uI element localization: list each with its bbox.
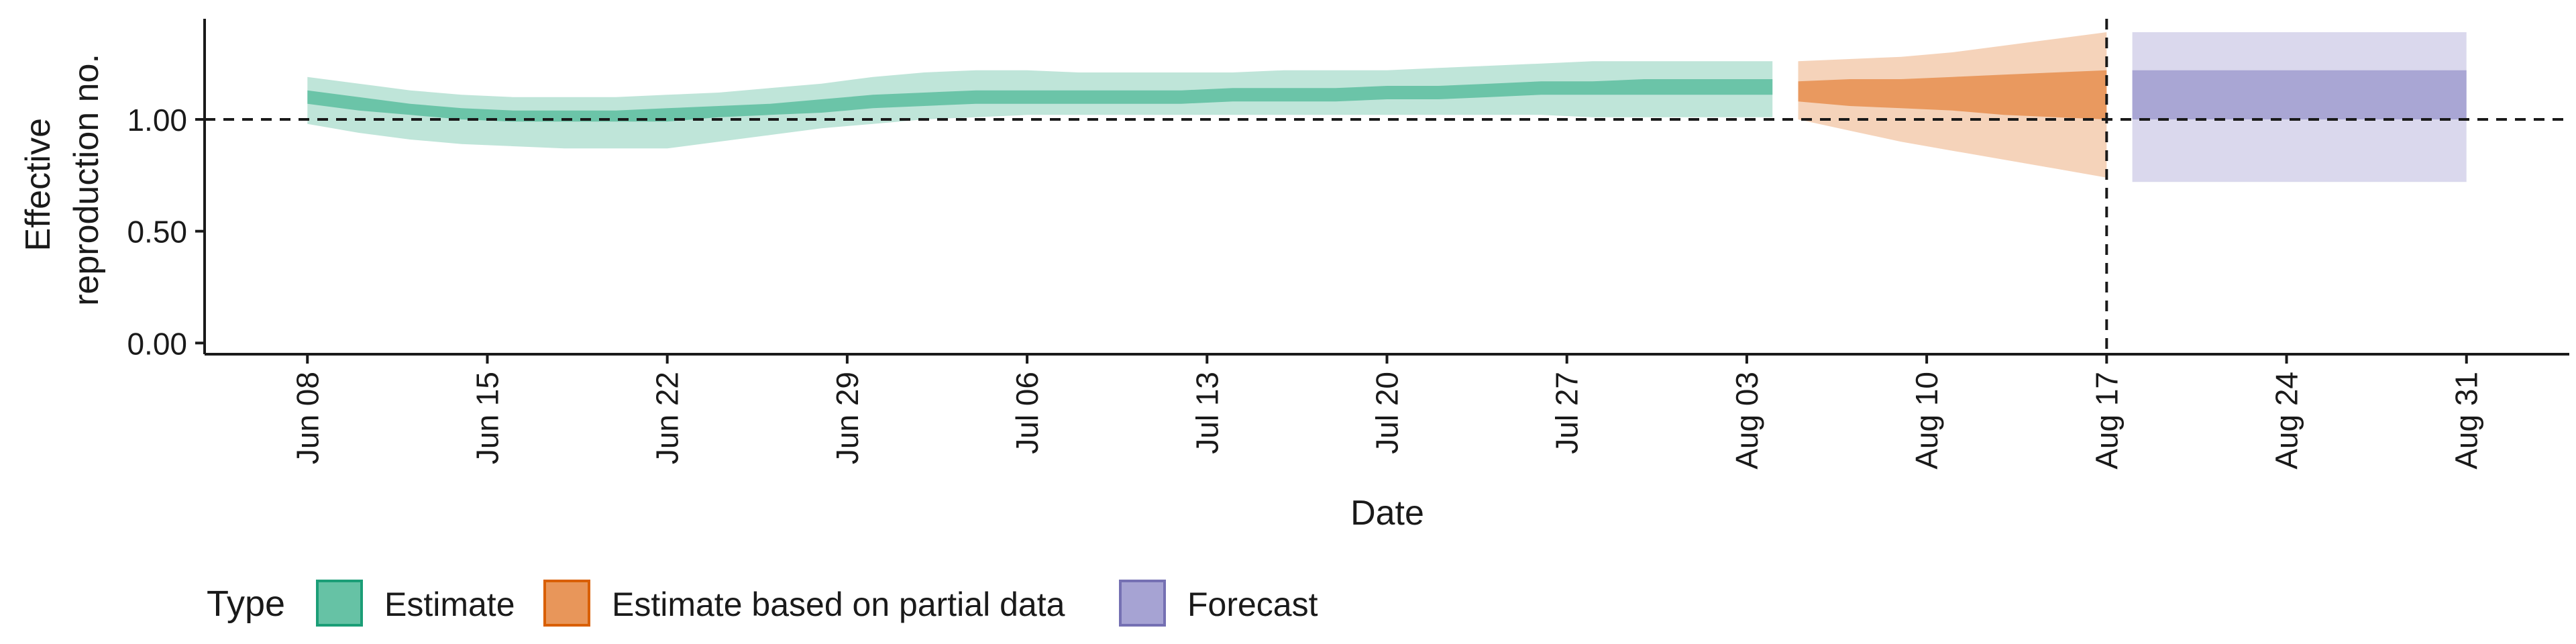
legend-swatch-estimate-based-on-partial-data (543, 580, 590, 627)
x-tick-label: Aug 31 (2449, 372, 2484, 470)
x-tick-label: Jul 06 (1010, 372, 1044, 454)
x-tick-label: Jul 13 (1189, 372, 1224, 454)
plot-bands (307, 32, 2467, 182)
y-tick-label: 0.50 (127, 215, 187, 250)
y-tick-label: 1.00 (127, 103, 187, 138)
x-tick-label: Aug 03 (1729, 372, 1764, 470)
x-axis-title: Date (1350, 494, 1424, 533)
band-90-estimate (307, 61, 1773, 149)
band-50-estimate-based-on-partial-data (1798, 70, 2107, 119)
tick-labels: 0.00 0.50 1.00 Jun 08 Jun 15 Jun 22 Jun 29 Jul … (127, 103, 2483, 470)
y-tick-label: 0.00 (127, 326, 187, 361)
legend-label-forecast: Forecast (1187, 586, 1318, 623)
axes (195, 19, 2569, 364)
legend-title: Type (207, 584, 285, 624)
legend: Type Estimate Estimate based on partial d… (207, 580, 1318, 627)
y-axis-title-line1: Effective (19, 118, 58, 251)
x-tick-label: Jul 20 (1370, 372, 1405, 454)
legend-swatch-forecast (1119, 580, 1166, 627)
x-tick-label: Jun 15 (470, 372, 504, 464)
legend-swatch-estimate (316, 580, 363, 627)
legend-label-estimate-based-on-partial-data: Estimate based on partial data (612, 586, 1065, 623)
y-axis-title-line2: reproduction no. (67, 54, 106, 306)
x-tick-label: Jun 22 (650, 372, 685, 464)
x-tick-label: Jul 27 (1550, 372, 1585, 454)
legend-label-estimate: Estimate (384, 586, 515, 623)
y-axis-title: Effective reproduction no. (19, 54, 106, 306)
x-tick-label: Aug 17 (2089, 372, 2124, 470)
x-tick-label: Jun 29 (830, 372, 865, 464)
x-tick-label: Aug 24 (2269, 372, 2304, 470)
x-tick-label: Aug 10 (1909, 372, 1944, 470)
band-50-estimate (307, 79, 1773, 122)
x-tick-label: Jun 08 (290, 372, 325, 464)
band-50-forecast (2132, 70, 2467, 119)
